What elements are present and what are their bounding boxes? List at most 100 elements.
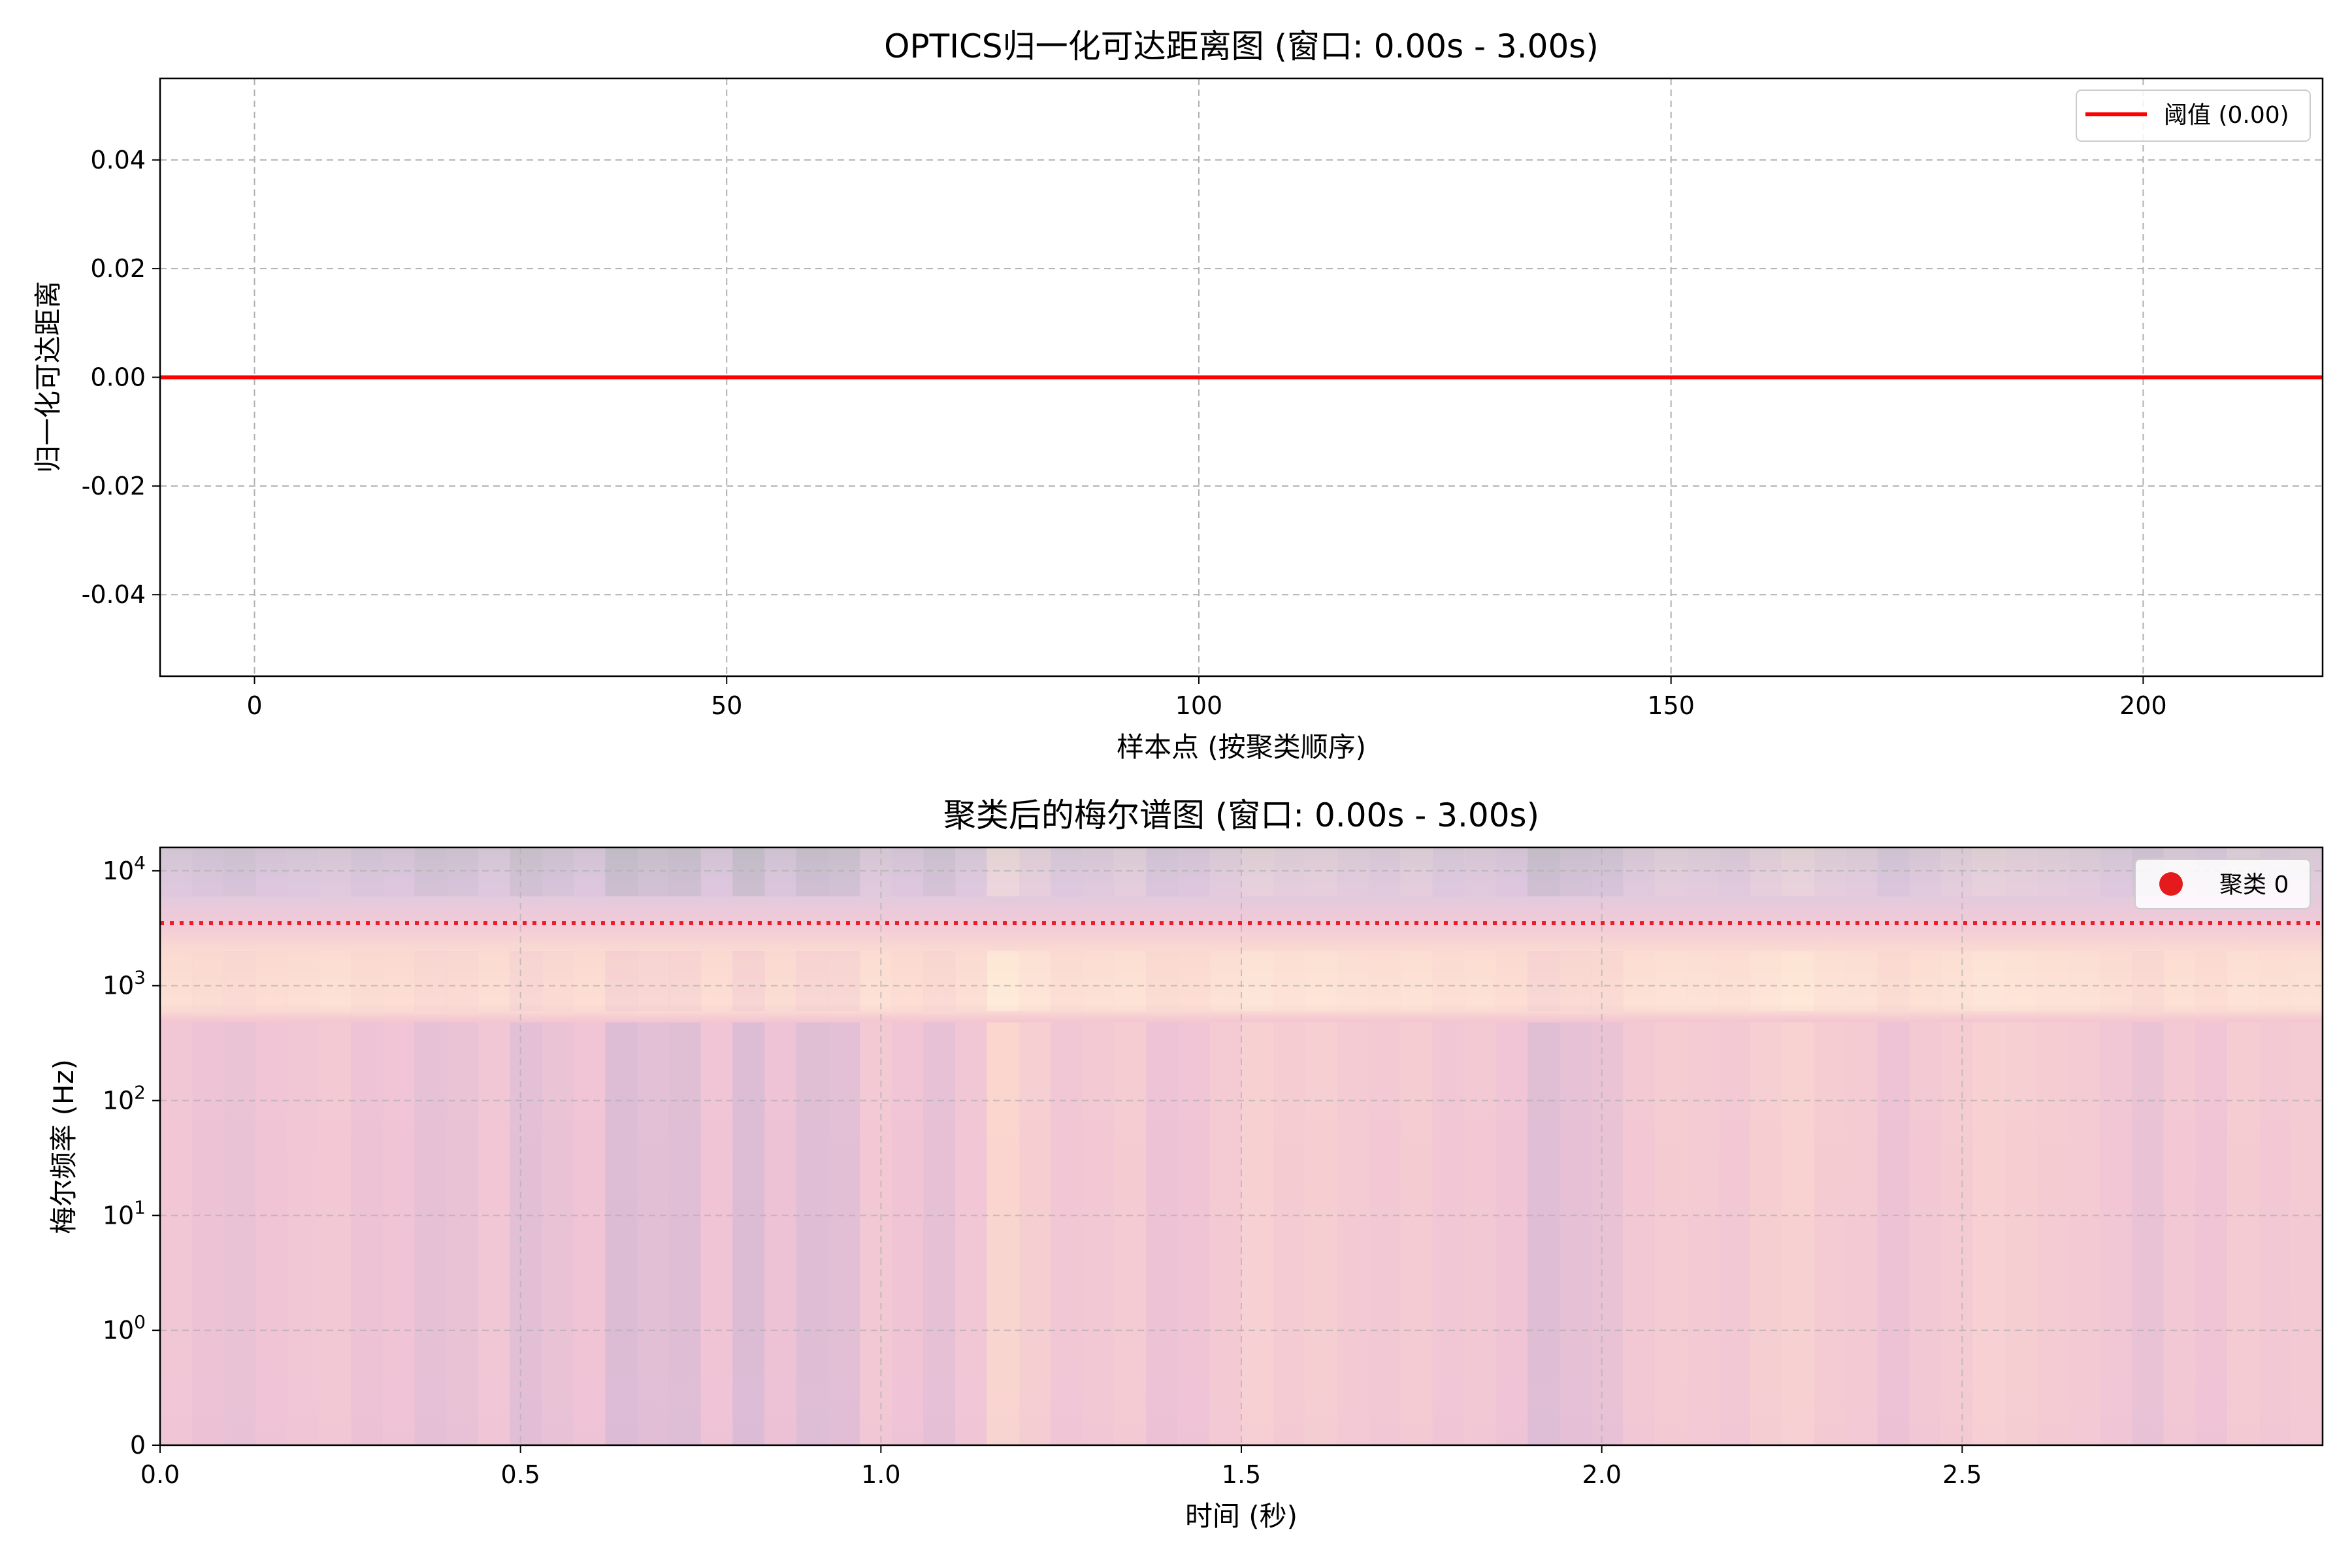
mel-heatmap-cell xyxy=(414,951,448,1011)
mel-heatmap-cell xyxy=(2291,951,2323,1011)
mel-heatmap-cell xyxy=(1368,1022,1401,1445)
mel-heatmap-cell xyxy=(1814,1022,1846,1445)
mel-heatmap-cell xyxy=(1686,1022,1720,1445)
mel-heatmap-cell xyxy=(1877,847,1910,896)
optics-y-tick-label: -0.04 xyxy=(82,580,146,609)
mel-heatmap-cell xyxy=(1050,1022,1083,1445)
mel-heatmap-cell xyxy=(1782,1022,1815,1445)
mel-heatmap-cell xyxy=(382,847,416,896)
mel-heatmap-top-band xyxy=(160,847,2323,1011)
mel-heatmap-cell xyxy=(478,847,511,896)
mel-heatmap-cell xyxy=(2004,1022,2037,1445)
mel-legend-label: 聚类 0 xyxy=(2219,872,2289,898)
mel-heatmap-cell xyxy=(160,951,193,1011)
mel-heatmap-cell xyxy=(1050,951,1083,1011)
mel-heatmap-cell xyxy=(1623,951,1656,1011)
mel-heatmap-cell xyxy=(1463,1022,1497,1445)
mel-x-axis-label: 时间 (秒) xyxy=(1185,1500,1298,1532)
mel-heatmap-cell xyxy=(2163,951,2197,1011)
mel-heatmap-cell xyxy=(2068,847,2101,896)
mel-heatmap-cell xyxy=(1559,847,1592,896)
optics-x-tick-label: 150 xyxy=(1647,691,1695,720)
mel-heatmap-cell xyxy=(1750,951,1783,1011)
mel-heatmap-cell xyxy=(1559,1022,1592,1445)
mel-heatmap-cell xyxy=(2195,951,2228,1011)
mel-heatmap-cell xyxy=(923,951,956,1011)
mel-heatmap-cell xyxy=(1019,847,1051,896)
mel-heatmap-cell xyxy=(1337,1022,1369,1445)
mel-heatmap-cell xyxy=(1845,847,1878,896)
mel-heatmap-cell xyxy=(1114,847,1147,896)
mel-heatmap-cell xyxy=(573,951,606,1011)
mel-heatmap-cell xyxy=(1019,1022,1051,1445)
optics-x-axis-label: 样本点 (按聚类顺序) xyxy=(1117,731,1366,763)
mel-y-axis-label: 梅尔频率 (Hz) xyxy=(48,1059,80,1234)
mel-heatmap-cell xyxy=(1527,847,1560,896)
mel-heatmap-cell xyxy=(1400,1022,1433,1445)
mel-heatmap-cell xyxy=(1082,847,1115,896)
mel-heatmap-cell xyxy=(382,1022,416,1445)
mel-heatmap-cell xyxy=(1273,1022,1306,1445)
mel-heatmap-cell xyxy=(2131,951,2164,1011)
mel-heatmap-cell xyxy=(605,1022,638,1445)
mel-heatmap-cell xyxy=(319,951,352,1011)
mel-heatmap-cell xyxy=(160,1022,193,1445)
mel-y-ticks: 0 100 101 102 103 104 xyxy=(103,852,160,1460)
mel-heatmap-cell xyxy=(1814,847,1846,896)
mel-heatmap-cell xyxy=(1495,951,1529,1011)
mel-heatmap-cell xyxy=(637,1022,670,1445)
mel-heatmap-cell xyxy=(1559,951,1592,1011)
mel-y-tick-label: 100 xyxy=(103,1311,146,1345)
mel-heatmap-cell xyxy=(1432,847,1465,896)
mel-heatmap-cell xyxy=(1368,951,1401,1011)
mel-heatmap-cell xyxy=(700,1022,734,1445)
mel-heatmap-cell xyxy=(923,1022,956,1445)
mel-heatmap-cell xyxy=(2036,1022,2069,1445)
mel-heatmap-cell xyxy=(446,847,479,896)
mel-x-tick-label: 1.5 xyxy=(1222,1460,1261,1489)
mel-heatmap-cell xyxy=(1273,951,1306,1011)
mel-heatmap-cell xyxy=(287,847,320,896)
mel-x-tick-label: 0.5 xyxy=(500,1460,540,1489)
mel-y-tick-label: 102 xyxy=(103,1082,146,1115)
mel-heatmap-cell xyxy=(1463,847,1497,896)
mel-heatmap-cell xyxy=(1909,847,1942,896)
mel-heatmap-cell xyxy=(478,1022,511,1445)
mel-heatmap-cell xyxy=(796,1022,829,1445)
mel-heatmap-cell xyxy=(828,951,860,1011)
mel-heatmap-cell xyxy=(223,1022,257,1445)
mel-heatmap-cell xyxy=(1463,951,1497,1011)
mel-heatmap-cell xyxy=(1591,1022,1624,1445)
mel-heatmap-cell xyxy=(955,847,988,896)
mel-heatmap-cell xyxy=(351,847,384,896)
mel-heatmap-cell xyxy=(637,847,670,896)
mel-heatmap-cell xyxy=(1654,951,1688,1011)
mel-heatmap-cell xyxy=(2036,951,2069,1011)
mel-heatmap-cell xyxy=(1432,951,1465,1011)
mel-heatmap-cell xyxy=(1686,847,1720,896)
mel-heatmap-cell xyxy=(160,847,193,896)
mel-y-tick-label: 101 xyxy=(103,1196,146,1230)
mel-heatmap-cell xyxy=(1591,847,1624,896)
mel-heatmap-cell xyxy=(1305,1022,1338,1445)
mel-heatmap-cell xyxy=(891,1022,924,1445)
optics-x-tick-label: 50 xyxy=(711,691,742,720)
mel-heatmap-cell xyxy=(1145,1022,1179,1445)
mel-heatmap-cell xyxy=(191,847,225,896)
mel-x-tick-label: 2.0 xyxy=(1582,1460,1621,1489)
mel-x-tick-label: 0.0 xyxy=(140,1460,180,1489)
mel-title: 聚类后的梅尔谱图 (窗口: 0.00s - 3.00s) xyxy=(943,796,1539,834)
mel-y-tick-label: 103 xyxy=(103,967,146,1000)
mel-grid xyxy=(159,847,2323,1446)
mel-legend-marker xyxy=(2159,872,2183,896)
mel-heatmap-cell xyxy=(255,847,288,896)
mel-heatmap-cell xyxy=(1305,951,1338,1011)
mel-heatmap-cell xyxy=(2227,1022,2260,1445)
mel-heatmap-cell xyxy=(1845,1022,1878,1445)
mel-heatmap-cell xyxy=(1209,847,1242,896)
mel-heatmap-cell xyxy=(319,1022,352,1445)
mel-heatmap-cell xyxy=(1654,1022,1688,1445)
mel-heatmap-cell xyxy=(1750,1022,1783,1445)
mel-heatmap-cell xyxy=(510,951,543,1011)
mel-heatmap-cell xyxy=(987,1022,1020,1445)
